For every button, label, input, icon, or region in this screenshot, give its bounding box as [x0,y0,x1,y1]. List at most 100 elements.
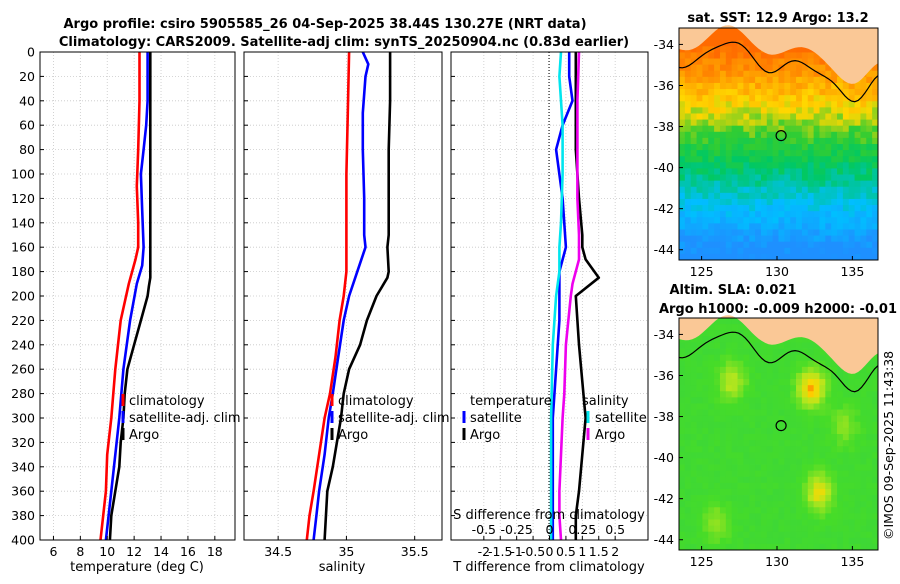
map-cell [766,525,774,533]
map-cell [731,101,738,108]
map-cell [684,82,692,90]
map-cell [796,372,803,380]
map-cell [860,101,867,108]
map-cell [690,372,697,380]
map-cell [872,501,879,508]
map-cell [854,403,861,410]
map-cell [714,324,721,331]
map-cell [860,531,867,539]
map-cell [708,180,715,188]
map-cell [772,507,779,514]
map-cell [831,519,838,526]
map-cell [866,211,873,218]
map-cell [778,247,785,255]
map-cell [690,385,697,392]
map-cell [796,476,803,484]
map-cell [719,156,727,163]
map-cell [825,519,832,526]
map-cell [778,531,785,539]
map-cell [837,156,844,163]
map-cell [848,247,855,255]
map-cell [796,464,803,472]
map-cell [854,180,861,188]
map-cell [684,95,692,102]
map-cell [778,168,785,175]
map-cell [790,446,797,453]
map-ytick-38: -38 [654,119,674,134]
map-cell [679,531,686,539]
map-cell [731,421,738,429]
map-cell [813,137,820,145]
map-cell [778,519,785,526]
map-cell [737,119,744,127]
map-cell [743,440,750,447]
map-cell [784,434,791,441]
map-cell [807,372,815,380]
map-cell [866,253,873,261]
xtick-0: 0 [546,544,554,559]
map-cell [714,229,721,236]
map-cell [813,464,820,472]
map-cell [708,198,715,206]
map-cell [690,125,697,133]
map-cell [837,507,844,514]
map-cell [848,507,855,514]
map-cell [825,446,832,453]
map-cell [866,223,873,230]
xtick-8: 8 [76,544,84,559]
map-cell [679,537,686,545]
map-cell [813,470,820,478]
map-cell [731,89,738,96]
map-cell [825,198,832,206]
map-cell [854,198,861,206]
map-cell [749,379,756,386]
map-cell [790,519,797,526]
map-cell [696,543,703,551]
map-cell [679,501,686,508]
map-cell [813,186,820,194]
map-cell [842,482,850,490]
map-cell [714,241,721,249]
map-cell [684,76,692,84]
map-cell [831,531,838,539]
map-cell [807,95,815,102]
map-cell [784,464,791,472]
map-cell [766,229,774,236]
map-cell [825,229,832,236]
map-cell [749,113,756,120]
map-cell [725,34,733,41]
map-cell [854,247,861,255]
map-cell [813,95,820,102]
map-cell [708,446,715,453]
map-cell [790,52,797,59]
map-cell [825,482,832,490]
map-cell [755,205,762,212]
map-cell [743,205,750,212]
map-cell [684,192,692,200]
map-cell [854,119,861,127]
map-cell [848,543,855,551]
xtick-0-5: 0.5 [556,544,576,559]
map-cell [731,205,738,212]
map-cell [790,58,797,66]
map-cell [790,235,797,243]
map-cell [801,501,809,508]
map-cell [866,162,873,169]
map-ytick-44: -44 [654,532,674,547]
map-cell [719,348,727,356]
map-cell [790,205,797,212]
map-cell [731,519,738,526]
map-cell [790,144,797,151]
map-cell [690,211,697,218]
map-cell [772,403,779,410]
map-cell [813,180,820,188]
map-ytick-34: -34 [654,37,674,52]
map-cell [772,342,779,349]
series-line-climatology [99,52,141,541]
map-cell [778,513,785,520]
map-cell [831,95,838,102]
map-cell [690,82,697,90]
map-cell [719,366,727,374]
map-cell [708,372,715,380]
map-cell [866,391,873,398]
